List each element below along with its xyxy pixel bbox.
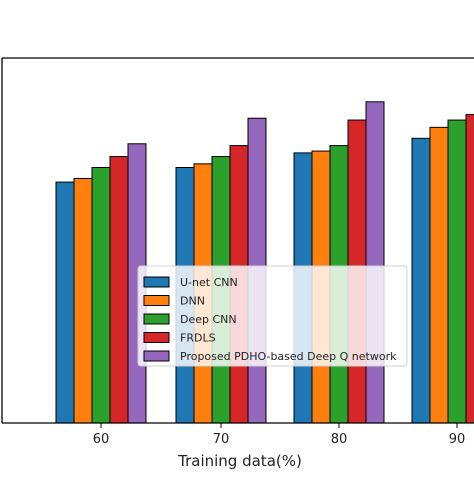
legend-label: U-net CNN xyxy=(180,276,238,289)
legend-label: FRDLS xyxy=(180,332,216,345)
legend-label: DNN xyxy=(180,295,205,308)
x-tick-label: 70 xyxy=(213,432,230,447)
bar-90-series-1 xyxy=(411,137,431,424)
legend-swatch xyxy=(143,276,170,288)
bar-90-series-4 xyxy=(465,114,474,424)
bar-60-series-3 xyxy=(91,167,111,424)
x-axis-label: Training data(%) xyxy=(177,452,302,470)
bar-60-series-2 xyxy=(73,177,93,424)
axes-layer xyxy=(1,57,474,424)
legend-swatch xyxy=(143,332,170,343)
legend-swatch xyxy=(143,350,170,362)
x-ticks-layer: 60 70 80 90 xyxy=(93,423,466,447)
x-tick-label: 90 xyxy=(449,432,466,447)
bar-90-series-3 xyxy=(447,119,467,424)
legend-swatch xyxy=(143,295,170,306)
x-tick-label: 60 xyxy=(93,432,110,447)
legend: U-net CNN DNN Deep CNN FRDLS Proposed PDHO-b… xyxy=(137,265,408,367)
legend-box xyxy=(137,265,408,367)
legend-label: Proposed PDHO-based Deep Q network xyxy=(180,350,397,363)
bar-90-series-2 xyxy=(429,126,449,424)
legend-label: Deep CNN xyxy=(180,313,237,326)
bar-60-series-1 xyxy=(55,181,75,424)
x-tick-label: 80 xyxy=(331,432,348,447)
bar-80-series-5 xyxy=(365,101,385,424)
legend-swatch xyxy=(143,313,170,325)
bar-60-series-4 xyxy=(109,156,129,424)
